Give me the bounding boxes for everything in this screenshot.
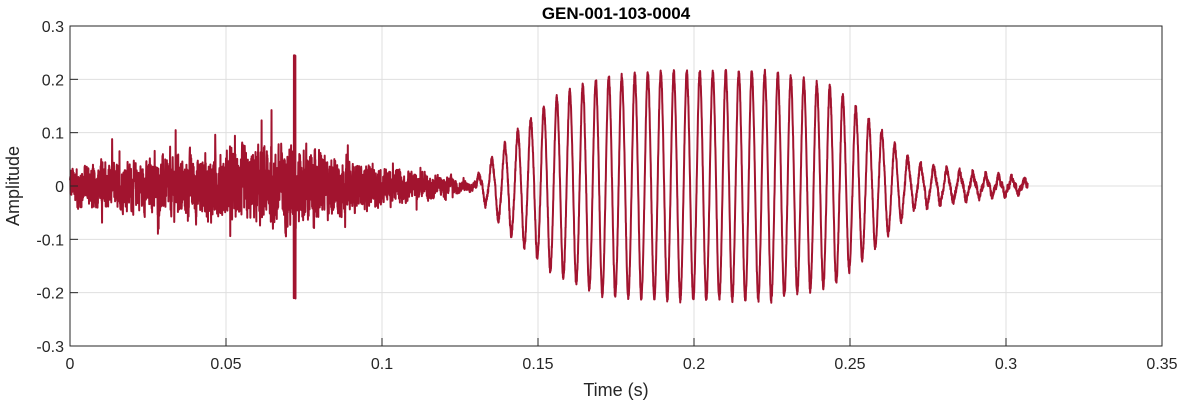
x-tick-label: 0 xyxy=(66,356,75,373)
x-tick-label: 0.3 xyxy=(995,356,1017,373)
x-tick-label: 0.35 xyxy=(1146,356,1177,373)
y-tick-label: 0.3 xyxy=(42,19,64,36)
series-line xyxy=(69,54,1029,304)
x-tick-label: 0.25 xyxy=(834,356,865,373)
x-axis-label: Time (s) xyxy=(583,380,648,400)
y-tick-label: -0.2 xyxy=(36,286,64,303)
x-tick-label: 0.15 xyxy=(522,356,553,373)
waveform-line xyxy=(69,54,1029,304)
ticks: 0 0.05 0.1 0.15 0.2 0.25 0.3 0.35 -0.3 -0.2 -0.1 0 0… xyxy=(36,19,1177,373)
x-tick-label: 0.1 xyxy=(371,356,393,373)
chart-title: GEN-001-103-0004 xyxy=(542,4,691,23)
y-tick-label: -0.1 xyxy=(36,232,64,249)
y-tick-label: 0 xyxy=(55,179,64,196)
y-axis-label: Amplitude xyxy=(3,146,23,226)
x-tick-label: 0.05 xyxy=(210,356,241,373)
y-tick-label: 0.2 xyxy=(42,72,64,89)
y-tick-label: -0.3 xyxy=(36,339,64,356)
y-tick-label: 0.1 xyxy=(42,126,64,143)
x-tick-label: 0.2 xyxy=(683,356,705,373)
